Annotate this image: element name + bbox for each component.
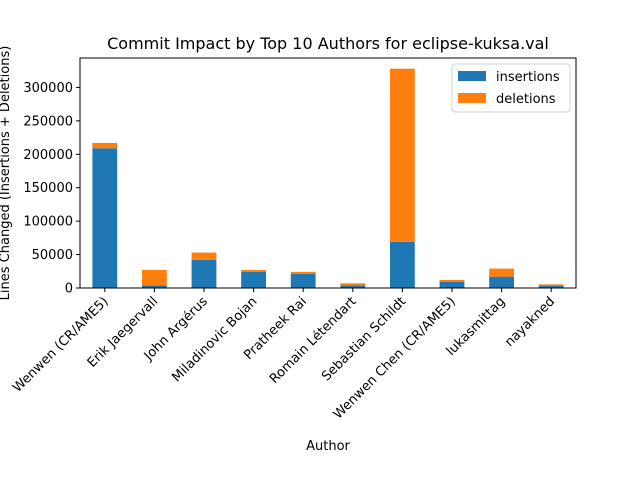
y-tick-label: 200000: [23, 148, 73, 163]
bar-deletions-0: [92, 142, 118, 149]
bar-deletions-1: [142, 269, 167, 286]
bar-insertions-6: [390, 241, 415, 288]
bar-deletions-4: [290, 271, 316, 274]
x-tick-label: Romain Létendart: [267, 294, 360, 387]
bar-insertions-4: [290, 273, 316, 288]
y-tick-label: 100000: [23, 215, 73, 230]
x-tick-label: Wenwen (CR/AME5): [10, 294, 112, 396]
legend-label-deletions: deletions: [496, 92, 556, 107]
x-tick-label: Miladinovic Bojan: [169, 294, 260, 385]
bar-deletions-7: [439, 279, 465, 282]
y-tick-label: 150000: [23, 181, 73, 196]
x-axis-label: Author: [306, 439, 350, 454]
legend-label-insertions: insertions: [496, 70, 560, 85]
bar-deletions-5: [340, 283, 366, 286]
bar-insertions-7: [439, 281, 465, 288]
y-tick-label: 0: [65, 282, 73, 297]
bar-deletions-8: [489, 268, 514, 277]
legend-swatch-insertions: [458, 71, 486, 81]
bar-insertions-8: [489, 276, 514, 288]
bar-deletions-2: [191, 252, 217, 260]
x-tick-label: nayakned: [502, 294, 558, 350]
bar-insertions-9: [538, 285, 564, 288]
plot-area: 0 50000 100000 150000 200000 250000 300000 Wenw…: [10, 57, 577, 422]
legend-swatch-deletions: [458, 93, 486, 103]
x-tick-label: Sebastian Schildt: [319, 294, 409, 384]
bar-insertions-0: [92, 148, 118, 288]
bar-deletions-3: [241, 269, 266, 272]
bar-deletions-6: [390, 68, 415, 242]
chart-title: Commit Impact by Top 10 Authors for ecli…: [107, 34, 549, 53]
bar-insertions-3: [241, 271, 266, 288]
y-tick-label: 250000: [23, 114, 73, 129]
legend: insertions deletions: [451, 63, 571, 113]
axes-frame: [79, 57, 577, 289]
y-tick-label: 50000: [32, 248, 73, 263]
bar-deletions-9: [538, 284, 564, 286]
y-tick-label: 300000: [23, 81, 73, 96]
bar-insertions-2: [191, 259, 217, 288]
bar-insertions-1: [142, 285, 167, 288]
y-axis-label: Lines Changed (Insertions + Deletions): [0, 46, 13, 301]
bar-insertions-5: [340, 285, 366, 288]
